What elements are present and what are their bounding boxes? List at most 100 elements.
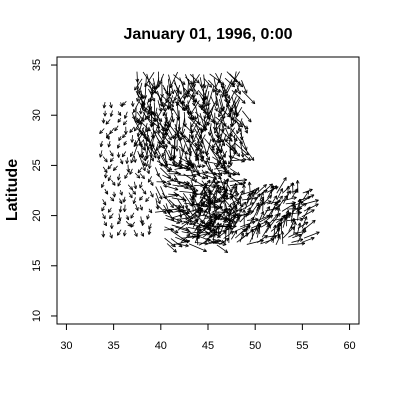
arrow-head: [275, 185, 277, 190]
arrow-shaft: [232, 105, 237, 127]
arrow-shaft: [210, 95, 218, 112]
arrow-head: [149, 154, 152, 158]
wind-arrow: [139, 216, 144, 224]
arrow-shaft: [177, 221, 189, 231]
arrow-head: [215, 150, 218, 155]
arrow-shaft: [297, 209, 299, 221]
arrow-head: [124, 115, 128, 119]
x-tick-label: 40: [155, 340, 167, 352]
arrow-shaft: [180, 233, 191, 243]
arrow-head: [137, 78, 140, 83]
arrow-head: [137, 133, 141, 137]
wind-arrow: [130, 212, 135, 219]
arrow-shaft: [194, 99, 203, 108]
wind-arrow: [164, 112, 174, 132]
arrow-head: [157, 201, 161, 205]
wind-arrow: [136, 121, 143, 137]
arrow-head: [241, 136, 244, 141]
arrow-head: [148, 231, 152, 235]
arrow-head: [105, 122, 110, 125]
x-tick-label: 45: [202, 340, 214, 352]
arrow-head: [194, 115, 197, 120]
arrow-head: [260, 240, 264, 243]
arrow-head: [232, 122, 236, 127]
arrow-head: [110, 113, 114, 117]
wind-arrow: [107, 164, 113, 170]
arrow-head: [156, 173, 160, 177]
arrow-head: [192, 102, 195, 107]
wind-arrow: [180, 166, 196, 173]
wind-arrow: [166, 243, 177, 253]
arrow-head: [214, 205, 218, 210]
arrow-head: [305, 221, 309, 226]
arrow-head: [284, 214, 288, 219]
arrow-shaft: [117, 180, 122, 187]
arrow-head: [193, 81, 197, 85]
arrow-head: [242, 228, 246, 231]
arrow-head: [170, 90, 174, 95]
wind-arrow: [109, 232, 113, 239]
arrow-head: [192, 139, 196, 143]
arrow-head: [263, 184, 267, 186]
arrow-head: [170, 136, 174, 140]
arrow-head: [216, 90, 221, 93]
wind-arrow: [99, 140, 104, 148]
wind-arrow: [296, 222, 302, 237]
arrow-shaft: [218, 161, 226, 170]
arrow-head: [190, 134, 193, 139]
arrow-shaft: [212, 156, 226, 167]
arrow-head: [162, 180, 167, 183]
wind-arrow: [229, 181, 247, 187]
arrow-shaft: [172, 154, 177, 168]
arrow-head: [175, 229, 179, 233]
wind-arrow: [126, 164, 131, 173]
arrow-shaft: [224, 127, 231, 140]
wind-arrow: [109, 213, 114, 219]
wind-arrow: [241, 144, 255, 161]
arrow-head: [248, 157, 251, 161]
wind-arrow: [125, 221, 132, 227]
arrow-head: [195, 188, 199, 192]
arrow-shaft: [160, 186, 167, 200]
arrow-head: [221, 186, 225, 190]
arrow-head: [241, 158, 245, 162]
arrow-head: [140, 234, 144, 237]
wind-arrow: [177, 198, 185, 209]
wind-arrow: [101, 181, 105, 188]
arrow-shaft: [123, 196, 126, 203]
arrow-head: [117, 177, 121, 181]
arrow-head: [167, 105, 169, 110]
arrow-head: [224, 230, 227, 235]
arrow-head: [299, 238, 304, 240]
arrow-head: [228, 224, 232, 227]
arrow-shaft: [173, 180, 190, 184]
arrow-head: [152, 123, 156, 127]
wind-arrow: [206, 158, 213, 173]
arrow-shaft: [148, 149, 153, 169]
arrow-shaft: [182, 193, 193, 207]
arrow-head: [222, 230, 227, 233]
arrow-shaft: [213, 163, 223, 176]
wind-arrow: [125, 157, 130, 164]
arrow-shaft: [260, 195, 272, 207]
arrow-head: [212, 145, 216, 149]
wind-arrow: [99, 128, 105, 135]
arrow-shaft: [216, 111, 226, 126]
arrow-head: [220, 241, 225, 244]
arrow-head: [172, 145, 176, 150]
arrow-head: [209, 132, 212, 136]
wind-arrow: [138, 151, 145, 158]
arrow-shaft: [148, 228, 151, 235]
arrow-head: [231, 117, 235, 121]
arrow-head: [145, 163, 149, 167]
arrow-head: [293, 197, 297, 200]
arrow-head: [226, 104, 230, 108]
arrow-head: [226, 115, 231, 118]
arrow-head: [135, 207, 139, 211]
wind-arrow: [286, 185, 290, 200]
arrow-head: [164, 123, 168, 128]
arrow-head: [194, 92, 199, 95]
arrow-head: [302, 227, 306, 230]
arrow-shaft: [163, 87, 175, 104]
